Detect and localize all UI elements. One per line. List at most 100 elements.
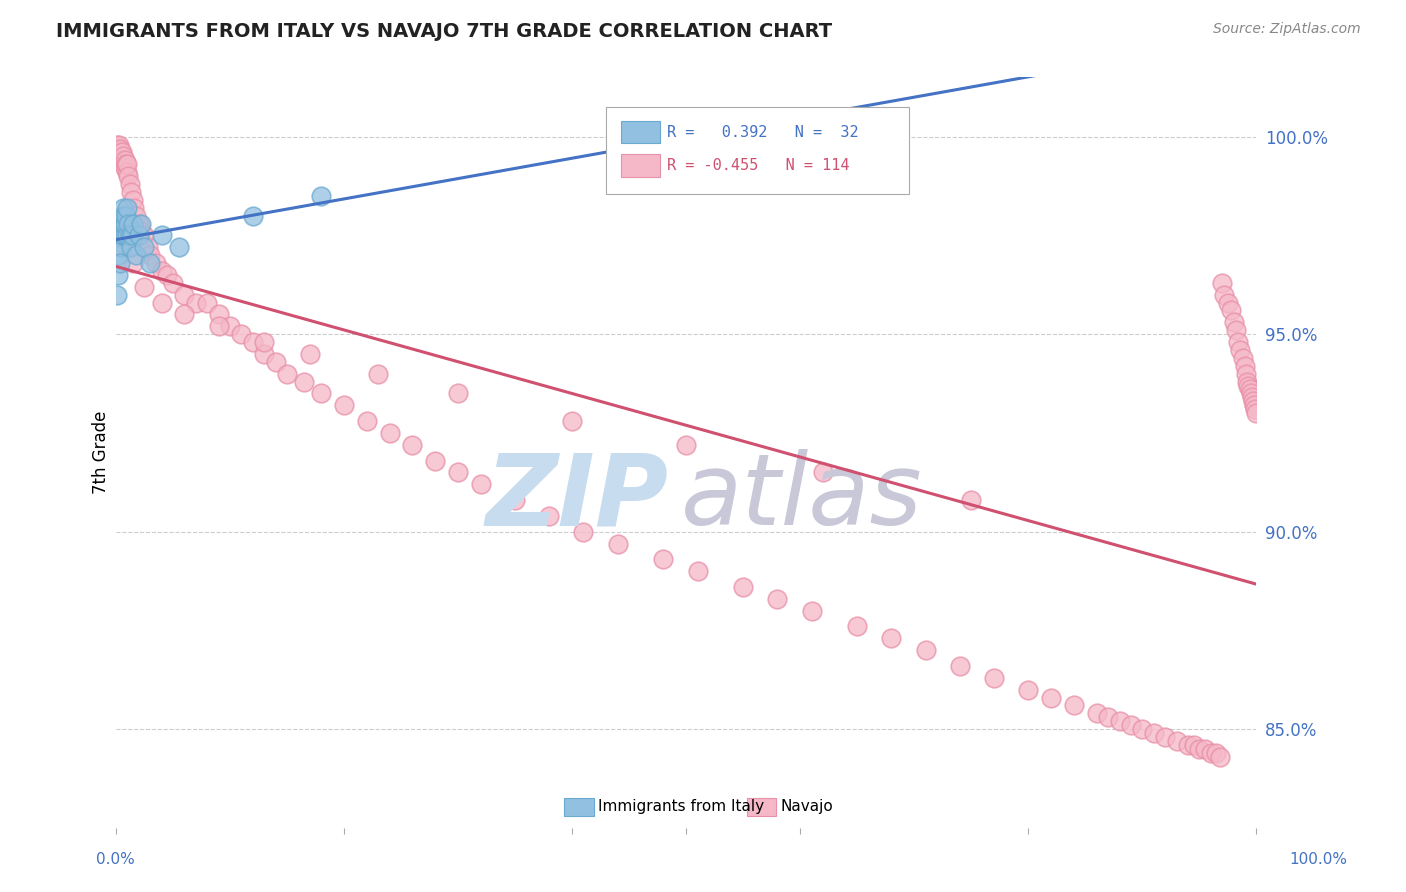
Text: 100.0%: 100.0% [1289,852,1347,867]
Point [1241,394,1264,409]
Point [1177,738,1199,752]
Point [1097,710,1119,724]
Point [122,193,145,207]
Point [1209,749,1232,764]
Point [811,466,834,480]
Point [766,591,789,606]
Point [150,228,173,243]
Point [1199,746,1222,760]
Point [367,367,389,381]
Point [114,217,136,231]
Point [1130,722,1153,736]
Point [264,355,287,369]
Point [122,201,145,215]
Point [110,142,132,156]
Point [110,240,132,254]
Point [173,308,195,322]
Point [292,375,315,389]
FancyBboxPatch shape [621,154,659,177]
Point [136,240,159,254]
Point [309,386,332,401]
Point [110,209,132,223]
Point [117,165,139,179]
Point [1246,406,1268,420]
Point [108,228,131,243]
Point [1243,398,1265,412]
Point [145,256,167,270]
Point [253,335,276,350]
Point [112,157,135,171]
Point [162,276,184,290]
Point [110,217,132,231]
Point [121,228,143,243]
Point [110,256,132,270]
Point [115,209,138,223]
Point [561,414,583,428]
Point [1194,742,1216,756]
Point [914,643,936,657]
Point [117,228,139,243]
Point [1205,746,1227,760]
Point [105,287,128,301]
Point [107,268,129,282]
Point [298,347,321,361]
Point [960,493,983,508]
Point [107,142,129,156]
Point [118,177,141,191]
Point [117,201,139,215]
Point [572,524,595,539]
Point [111,201,134,215]
Point [122,217,145,231]
Point [111,149,134,163]
Point [447,466,470,480]
Point [356,414,378,428]
Text: IMMIGRANTS FROM ITALY VS NAVAJO 7TH GRADE CORRELATION CHART: IMMIGRANTS FROM ITALY VS NAVAJO 7TH GRAD… [56,22,832,41]
Point [1240,386,1263,401]
Point [129,217,152,231]
Point [115,157,138,171]
FancyBboxPatch shape [606,107,908,194]
Text: ZIP: ZIP [486,450,669,546]
Point [1182,738,1205,752]
Text: R =   0.392   N =  32: R = 0.392 N = 32 [666,125,859,140]
Text: atlas: atlas [681,450,922,546]
Point [1188,742,1211,756]
Point [1234,367,1257,381]
Point [1211,276,1233,290]
Point [606,536,628,550]
Point [114,161,136,176]
Text: 0.0%: 0.0% [96,852,135,867]
Point [1233,359,1256,373]
Point [1244,402,1267,417]
Point [949,659,972,673]
Point [470,477,492,491]
Point [1154,730,1177,744]
Point [207,319,229,334]
Point [1040,690,1063,705]
Point [219,319,242,334]
Point [114,153,136,168]
Point [134,280,156,294]
Point [110,145,132,160]
Point [110,228,132,243]
Point [112,217,135,231]
Point [117,169,139,184]
Point [173,287,195,301]
FancyBboxPatch shape [621,121,659,144]
Point [231,327,253,342]
Point [111,228,134,243]
Point [846,619,869,633]
Point [686,564,709,578]
Point [276,367,298,381]
Point [110,153,132,168]
Point [118,228,141,243]
Y-axis label: 7th Grade: 7th Grade [93,411,110,494]
Point [1119,718,1142,732]
Point [108,248,131,262]
Point [128,228,150,243]
Point [1227,335,1250,350]
Point [401,438,423,452]
Point [112,209,135,223]
Point [129,225,152,239]
Point [120,240,142,254]
